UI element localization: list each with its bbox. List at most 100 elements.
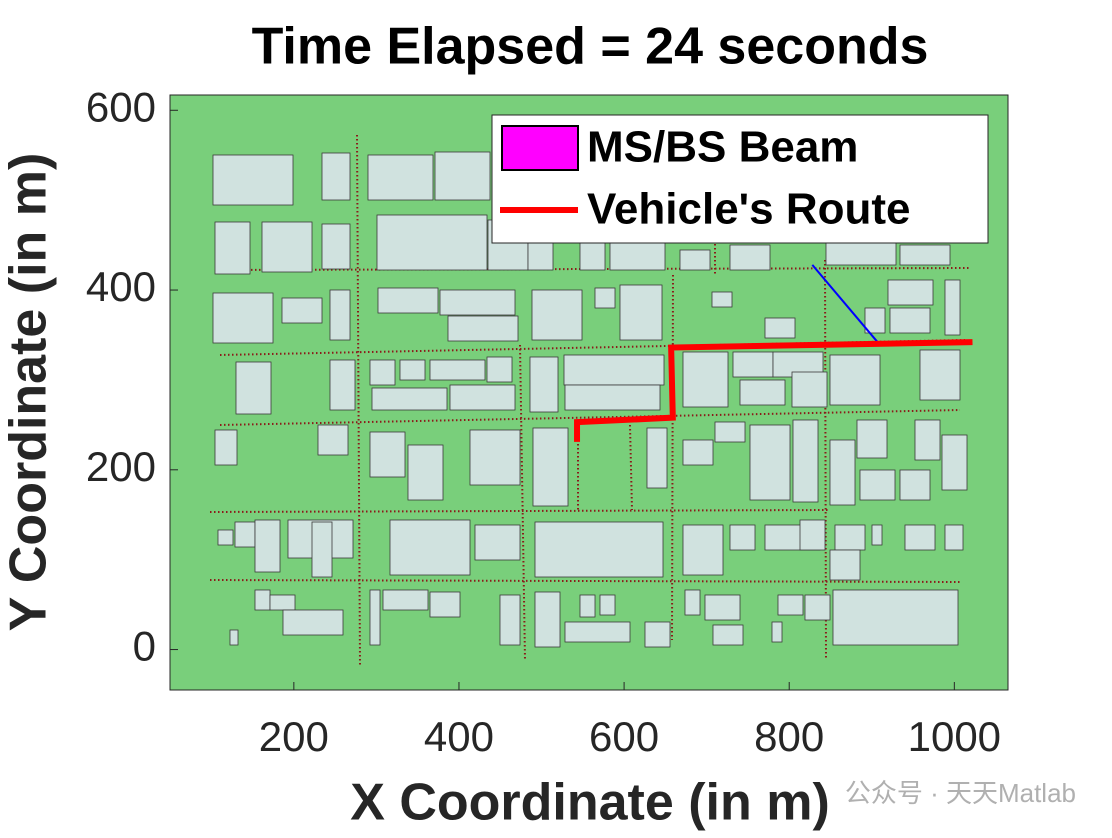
building: [682, 351, 729, 408]
building: [856, 419, 888, 459]
y-tick-label: 600: [86, 83, 156, 130]
building: [704, 594, 741, 621]
building: [871, 524, 883, 546]
building: [646, 427, 668, 489]
building: [282, 609, 344, 636]
building: [254, 589, 271, 611]
building: [564, 384, 661, 411]
building: [834, 524, 866, 551]
building: [534, 521, 664, 578]
building: [229, 629, 239, 646]
building: [739, 379, 786, 406]
building: [531, 289, 583, 341]
building: [281, 297, 323, 324]
route-line: [574, 339, 973, 442]
street: [356, 134, 361, 666]
beam-line: [811, 264, 880, 344]
building: [579, 594, 596, 618]
building: [609, 239, 666, 271]
building: [799, 519, 826, 551]
building: [941, 434, 968, 491]
building: [234, 521, 256, 548]
building: [434, 151, 491, 201]
building: [382, 589, 429, 611]
building: [579, 239, 606, 271]
building: [329, 289, 351, 341]
building: [729, 244, 771, 271]
building: [825, 239, 897, 266]
building: [712, 624, 744, 646]
building: [791, 371, 828, 408]
street: [824, 259, 827, 661]
building: [732, 351, 774, 378]
building: [235, 361, 272, 415]
y-tick-label: 0: [133, 623, 156, 670]
building: [212, 154, 294, 206]
building: [376, 214, 488, 271]
x-tick-label: 600: [589, 713, 659, 760]
building: [449, 384, 516, 411]
building: [832, 589, 959, 646]
building: [254, 519, 281, 573]
building: [914, 419, 941, 461]
building: [644, 621, 671, 648]
street: [519, 344, 526, 661]
building: [599, 594, 616, 616]
watermark: 公众号 · 天天Matlab: [845, 778, 1076, 808]
legend-label: Vehicle's Route: [587, 185, 910, 234]
street: [209, 579, 961, 583]
x-axis-label: X Coordinate (in m): [350, 774, 830, 832]
building: [682, 439, 714, 466]
building: [377, 287, 439, 314]
building: [564, 621, 631, 643]
building: [499, 594, 521, 646]
building: [439, 289, 516, 316]
building: [407, 444, 444, 501]
building: [321, 223, 351, 270]
building: [217, 529, 234, 546]
building: [311, 521, 333, 578]
building: [829, 354, 881, 406]
building: [804, 594, 831, 621]
y-tick-label: 400: [86, 263, 156, 310]
building: [369, 359, 396, 386]
building: [679, 249, 711, 271]
building: [389, 519, 471, 576]
building: [684, 589, 701, 616]
building: [214, 429, 238, 466]
building: [829, 549, 861, 581]
building: [619, 284, 663, 341]
building: [792, 419, 819, 503]
building: [429, 591, 461, 618]
building: [749, 424, 791, 501]
building: [212, 292, 274, 344]
x-tick-label: 400: [424, 713, 494, 760]
x-tick-label: 200: [259, 713, 329, 760]
building: [329, 359, 356, 411]
building: [714, 421, 746, 443]
building: [369, 431, 406, 478]
building: [864, 307, 886, 334]
axes-box: [169, 94, 1009, 691]
building: [474, 524, 521, 561]
building: [682, 524, 724, 576]
building: [859, 469, 896, 501]
building: [317, 424, 349, 456]
building: [371, 387, 448, 411]
street: [214, 267, 971, 271]
building: [944, 279, 961, 336]
building: [469, 429, 521, 486]
building: [777, 594, 804, 616]
building: [399, 359, 426, 381]
building: [529, 356, 559, 413]
building: [532, 427, 569, 507]
building: [887, 279, 934, 306]
street: [219, 409, 961, 426]
building: [269, 594, 296, 611]
building: [534, 591, 561, 648]
building: [904, 524, 936, 551]
building: [527, 239, 554, 271]
building: [594, 287, 616, 309]
building: [563, 354, 665, 386]
building: [944, 524, 964, 551]
